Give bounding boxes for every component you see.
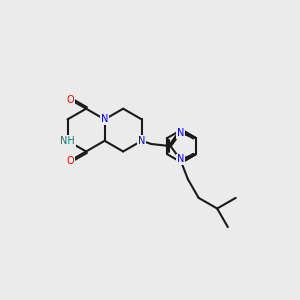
Text: O: O: [67, 156, 74, 166]
Text: N: N: [138, 136, 146, 146]
Text: N: N: [176, 154, 184, 164]
Text: N: N: [176, 128, 184, 138]
Text: NH: NH: [60, 136, 75, 146]
Text: N: N: [101, 114, 108, 124]
Text: O: O: [67, 94, 74, 105]
